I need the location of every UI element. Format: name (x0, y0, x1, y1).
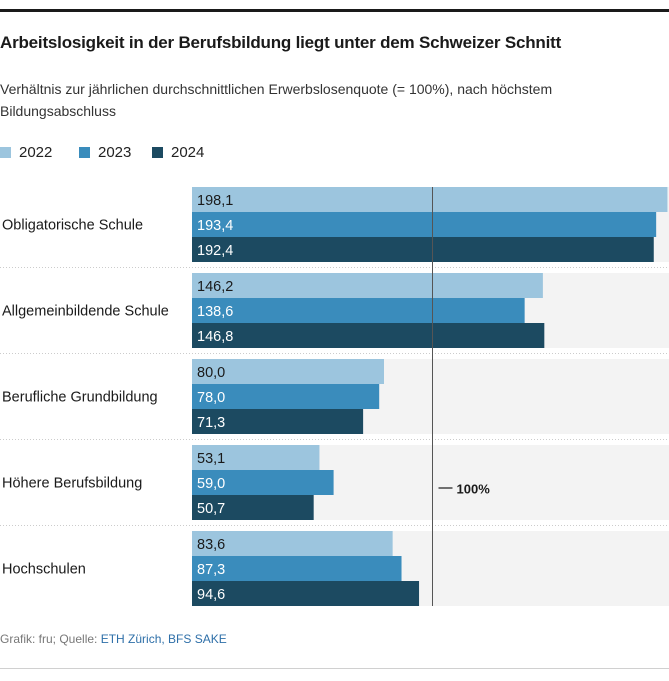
bar-2024-höhere-berufsbildung (192, 495, 314, 520)
chart-title: Arbeitslosigkeit in der Berufsbildung li… (0, 33, 562, 52)
bar-value-label: 146,8 (197, 329, 233, 345)
bar-value-label: 94,6 (197, 587, 225, 603)
legend-swatch-2022 (0, 147, 11, 158)
legend-label: 2024 (171, 144, 205, 161)
bar-2024-allgemeinbildende-schule (192, 323, 545, 348)
bar-2023-hochschulen (192, 556, 402, 581)
bar-2022-hochschulen (192, 531, 393, 556)
bar-2023-obligatorische-schule (192, 212, 657, 237)
bar-value-label: 83,6 (197, 537, 225, 553)
bar-2022-berufliche-grundbildung (192, 359, 384, 384)
bar-value-label: 53,1 (197, 451, 225, 467)
bar-value-label: 193,4 (197, 218, 233, 234)
bottom-rule (0, 668, 669, 669)
bar-2024-hochschulen (192, 581, 420, 606)
bar-value-label: 87,3 (197, 562, 225, 578)
bar-2024-berufliche-grundbildung (192, 409, 364, 434)
credit-text: Grafik: fru; Quelle: (0, 632, 101, 646)
bar-value-label: 146,2 (197, 279, 233, 295)
bar-value-label: 80,0 (197, 365, 225, 381)
chart-subtitle: Verhältnis zur jährlichen durchschnittli… (0, 81, 553, 119)
top-rule (0, 9, 669, 12)
bar-value-label: 78,0 (197, 390, 225, 406)
bar-value-label: 59,0 (197, 476, 225, 492)
bar-value-label: 50,7 (197, 501, 225, 517)
bar-value-label: 138,6 (197, 304, 233, 320)
source-footer: Grafik: fru; Quelle: ETH Zürich, BFS SAK… (0, 632, 227, 646)
category-label-höhere-berufsbildung: Höhere Berufsbildung (2, 476, 142, 492)
source-link[interactable]: ETH Zürich, BFS SAKE (100, 632, 227, 646)
bar-2022-obligatorische-schule (192, 187, 668, 212)
legend-item-2023: 2023 (79, 144, 131, 161)
legend-item-2022: 2022 (0, 144, 52, 161)
legend-label: 2022 (19, 144, 53, 161)
bar-2024-obligatorische-schule (192, 237, 654, 262)
bar-2023-höhere-berufsbildung (192, 470, 334, 495)
legend-swatch-2024 (152, 147, 163, 158)
category-label-allgemeinbildende-schule: Allgemeinbildende Schule (2, 304, 169, 320)
bar-value-label: 71,3 (197, 415, 225, 431)
bar-2023-allgemeinbildende-schule (192, 298, 525, 323)
bar-2022-höhere-berufsbildung (192, 445, 320, 470)
bar-value-label: 192,4 (197, 243, 233, 259)
legend-swatch-2023 (79, 147, 90, 158)
category-label-berufliche-grundbildung: Berufliche Grundbildung (2, 390, 158, 406)
legend-item-2024: 2024 (152, 144, 204, 161)
legend-label: 2023 (98, 144, 132, 161)
bar-chart: Obligatorische Schule 198,1 193,4 192,4 Allg… (0, 187, 669, 606)
category-label-obligatorische-schule: Obligatorische Schule (2, 218, 143, 234)
bar-2023-berufliche-grundbildung (192, 384, 380, 409)
bar-value-label: 198,1 (197, 193, 233, 209)
category-label-hochschulen: Hochschulen (2, 562, 86, 578)
bar-2022-allgemeinbildende-schule (192, 273, 543, 298)
reference-annotation-label: 100% (457, 482, 491, 497)
